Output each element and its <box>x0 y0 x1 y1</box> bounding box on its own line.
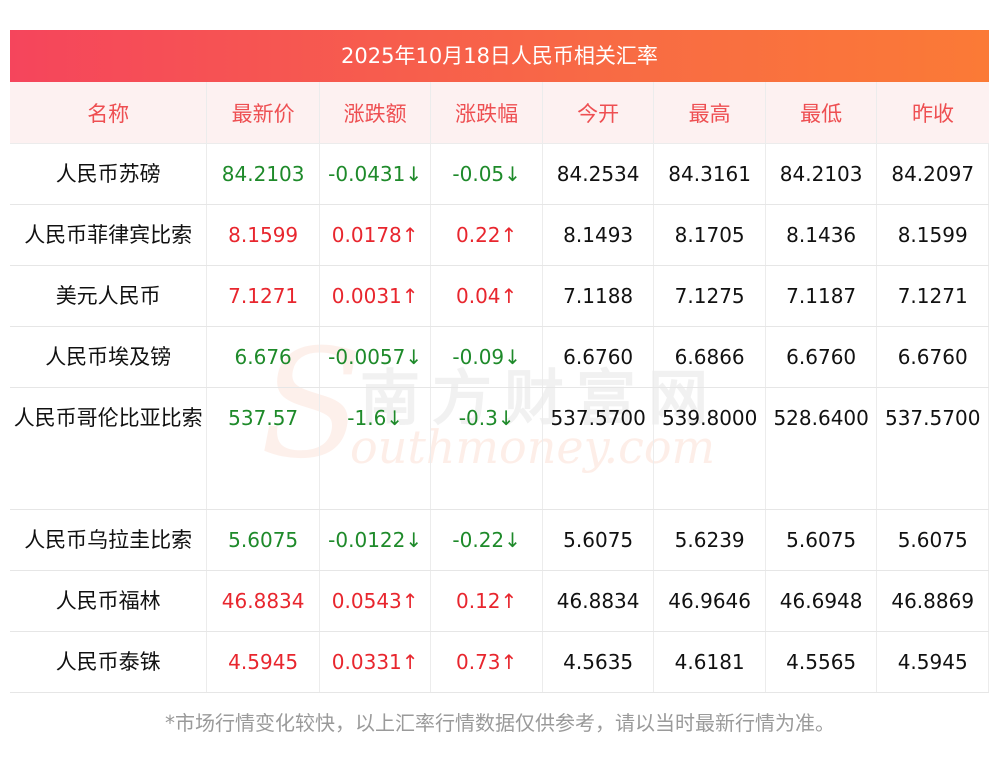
currency-name: 人民币哥伦比亚比索 <box>10 387 208 510</box>
cell-low: 7.1187 <box>765 265 878 327</box>
header-prev: 昨收 <box>876 82 989 144</box>
currency-name: 人民币苏磅 <box>10 143 208 205</box>
cell-pct: 0.04↑ <box>430 265 543 327</box>
cell-high: 84.3161 <box>653 143 766 205</box>
table-row: 美元人民币 7.1271 0.0031↑ 0.04↑ 7.1188 7.1275 7.118… <box>10 265 989 327</box>
cell-high: 4.6181 <box>653 631 766 693</box>
cell-low: 6.6760 <box>765 326 878 388</box>
cell-open: 84.2534 <box>542 143 655 205</box>
exchange-rate-card: 2025年10月18日人民币相关汇率 名称 最新价 涨跌额 涨跌幅 今开 最高 … <box>10 30 989 693</box>
cell-prev: 7.1271 <box>876 265 989 327</box>
cell-open: 537.5700 <box>542 387 655 510</box>
cell-open: 46.8834 <box>542 570 655 632</box>
cell-price: 8.1599 <box>206 204 320 266</box>
cell-price: 5.6075 <box>206 509 320 571</box>
cell-change: -0.0122↓ <box>319 509 432 571</box>
cell-pct: -0.3↓ <box>430 387 543 510</box>
cell-pct: 0.22↑ <box>430 204 543 266</box>
cell-price: 84.2103 <box>206 143 320 205</box>
cell-open: 4.5635 <box>542 631 655 693</box>
currency-name: 美元人民币 <box>10 265 208 327</box>
header-open: 今开 <box>542 82 655 144</box>
cell-change: 0.0543↑ <box>319 570 432 632</box>
header-pct: 涨跌幅 <box>430 82 543 144</box>
cell-low: 84.2103 <box>765 143 878 205</box>
table-row: 人民币乌拉圭比索 5.6075 -0.0122↓ -0.22↓ 5.6075 5.6239… <box>10 509 989 571</box>
cell-high: 5.6239 <box>653 509 766 571</box>
cell-pct: -0.22↓ <box>430 509 543 571</box>
cell-low: 8.1436 <box>765 204 878 266</box>
cell-price: 46.8834 <box>206 570 320 632</box>
cell-change: 0.0331↑ <box>319 631 432 693</box>
currency-name: 人民币福林 <box>10 570 208 632</box>
cell-price: 7.1271 <box>206 265 320 327</box>
table-row: 人民币菲律宾比索 8.1599 0.0178↑ 0.22↑ 8.1493 8.1705 8.… <box>10 204 989 266</box>
cell-open: 8.1493 <box>542 204 655 266</box>
header-name: 名称 <box>10 82 208 144</box>
cell-prev: 4.5945 <box>876 631 989 693</box>
cell-change: -0.0057↓ <box>319 326 432 388</box>
footnote: *市场行情变化较快，以上汇率行情数据仅供参考，请以当时最新行情为准。 <box>165 711 835 735</box>
table-row: 人民币泰铢 4.5945 0.0331↑ 0.73↑ 4.5635 4.6181 4.556… <box>10 631 989 693</box>
currency-name: 人民币泰铢 <box>10 631 208 693</box>
header-change: 涨跌额 <box>319 82 432 144</box>
rate-table: 名称 最新价 涨跌额 涨跌幅 今开 最高 最低 昨收 人民币苏磅 84.2103-… <box>10 82 989 693</box>
cell-prev: 6.6760 <box>876 326 989 388</box>
header-price: 最新价 <box>206 82 320 144</box>
cell-pct: -0.05↓ <box>430 143 543 205</box>
cell-prev: 537.5700 <box>876 387 989 510</box>
header-high: 最高 <box>653 82 766 144</box>
cell-pct: 0.12↑ <box>430 570 543 632</box>
header-low: 最低 <box>765 82 878 144</box>
cell-prev: 5.6075 <box>876 509 989 571</box>
cell-high: 46.9646 <box>653 570 766 632</box>
cell-prev: 46.8869 <box>876 570 989 632</box>
cell-low: 528.6400 <box>765 387 878 510</box>
currency-name: 人民币埃及镑 <box>10 326 208 388</box>
table-title: 2025年10月18日人民币相关汇率 <box>10 30 989 82</box>
cell-price: 6.676 <box>206 326 320 388</box>
cell-change: 0.0031↑ <box>319 265 432 327</box>
currency-name: 人民币菲律宾比索 <box>10 204 208 266</box>
cell-open: 5.6075 <box>542 509 655 571</box>
currency-name: 人民币乌拉圭比索 <box>10 509 208 571</box>
table-row: 人民币埃及镑 6.676 -0.0057↓ -0.09↓ 6.6760 6.6866 6.6… <box>10 326 989 388</box>
cell-price: 537.57 <box>206 387 320 510</box>
cell-change: 0.0178↑ <box>319 204 432 266</box>
cell-high: 539.8000 <box>653 387 766 510</box>
cell-pct: 0.73↑ <box>430 631 543 693</box>
cell-low: 4.5565 <box>765 631 878 693</box>
table-row: 人民币苏磅 84.2103 -0.0431↓ -0.05↓ 84.2534 84.3161… <box>10 143 989 205</box>
cell-prev: 84.2097 <box>876 143 989 205</box>
cell-high: 7.1275 <box>653 265 766 327</box>
cell-pct: -0.09↓ <box>430 326 543 388</box>
table-header-row: 名称 最新价 涨跌额 涨跌幅 今开 最高 最低 昨收 <box>10 82 989 144</box>
cell-change: -1.6↓ <box>319 387 432 510</box>
cell-change: -0.0431↓ <box>319 143 432 205</box>
cell-low: 5.6075 <box>765 509 878 571</box>
table-row: 人民币哥伦比亚比索 537.57 -1.6↓ -0.3↓ 537.5700 539.800… <box>10 387 989 510</box>
cell-price: 4.5945 <box>206 631 320 693</box>
cell-low: 46.6948 <box>765 570 878 632</box>
cell-prev: 8.1599 <box>876 204 989 266</box>
cell-high: 8.1705 <box>653 204 766 266</box>
cell-high: 6.6866 <box>653 326 766 388</box>
cell-open: 6.6760 <box>542 326 655 388</box>
cell-open: 7.1188 <box>542 265 655 327</box>
table-row: 人民币福林 46.8834 0.0543↑ 0.12↑ 46.8834 46.9646 46… <box>10 570 989 632</box>
